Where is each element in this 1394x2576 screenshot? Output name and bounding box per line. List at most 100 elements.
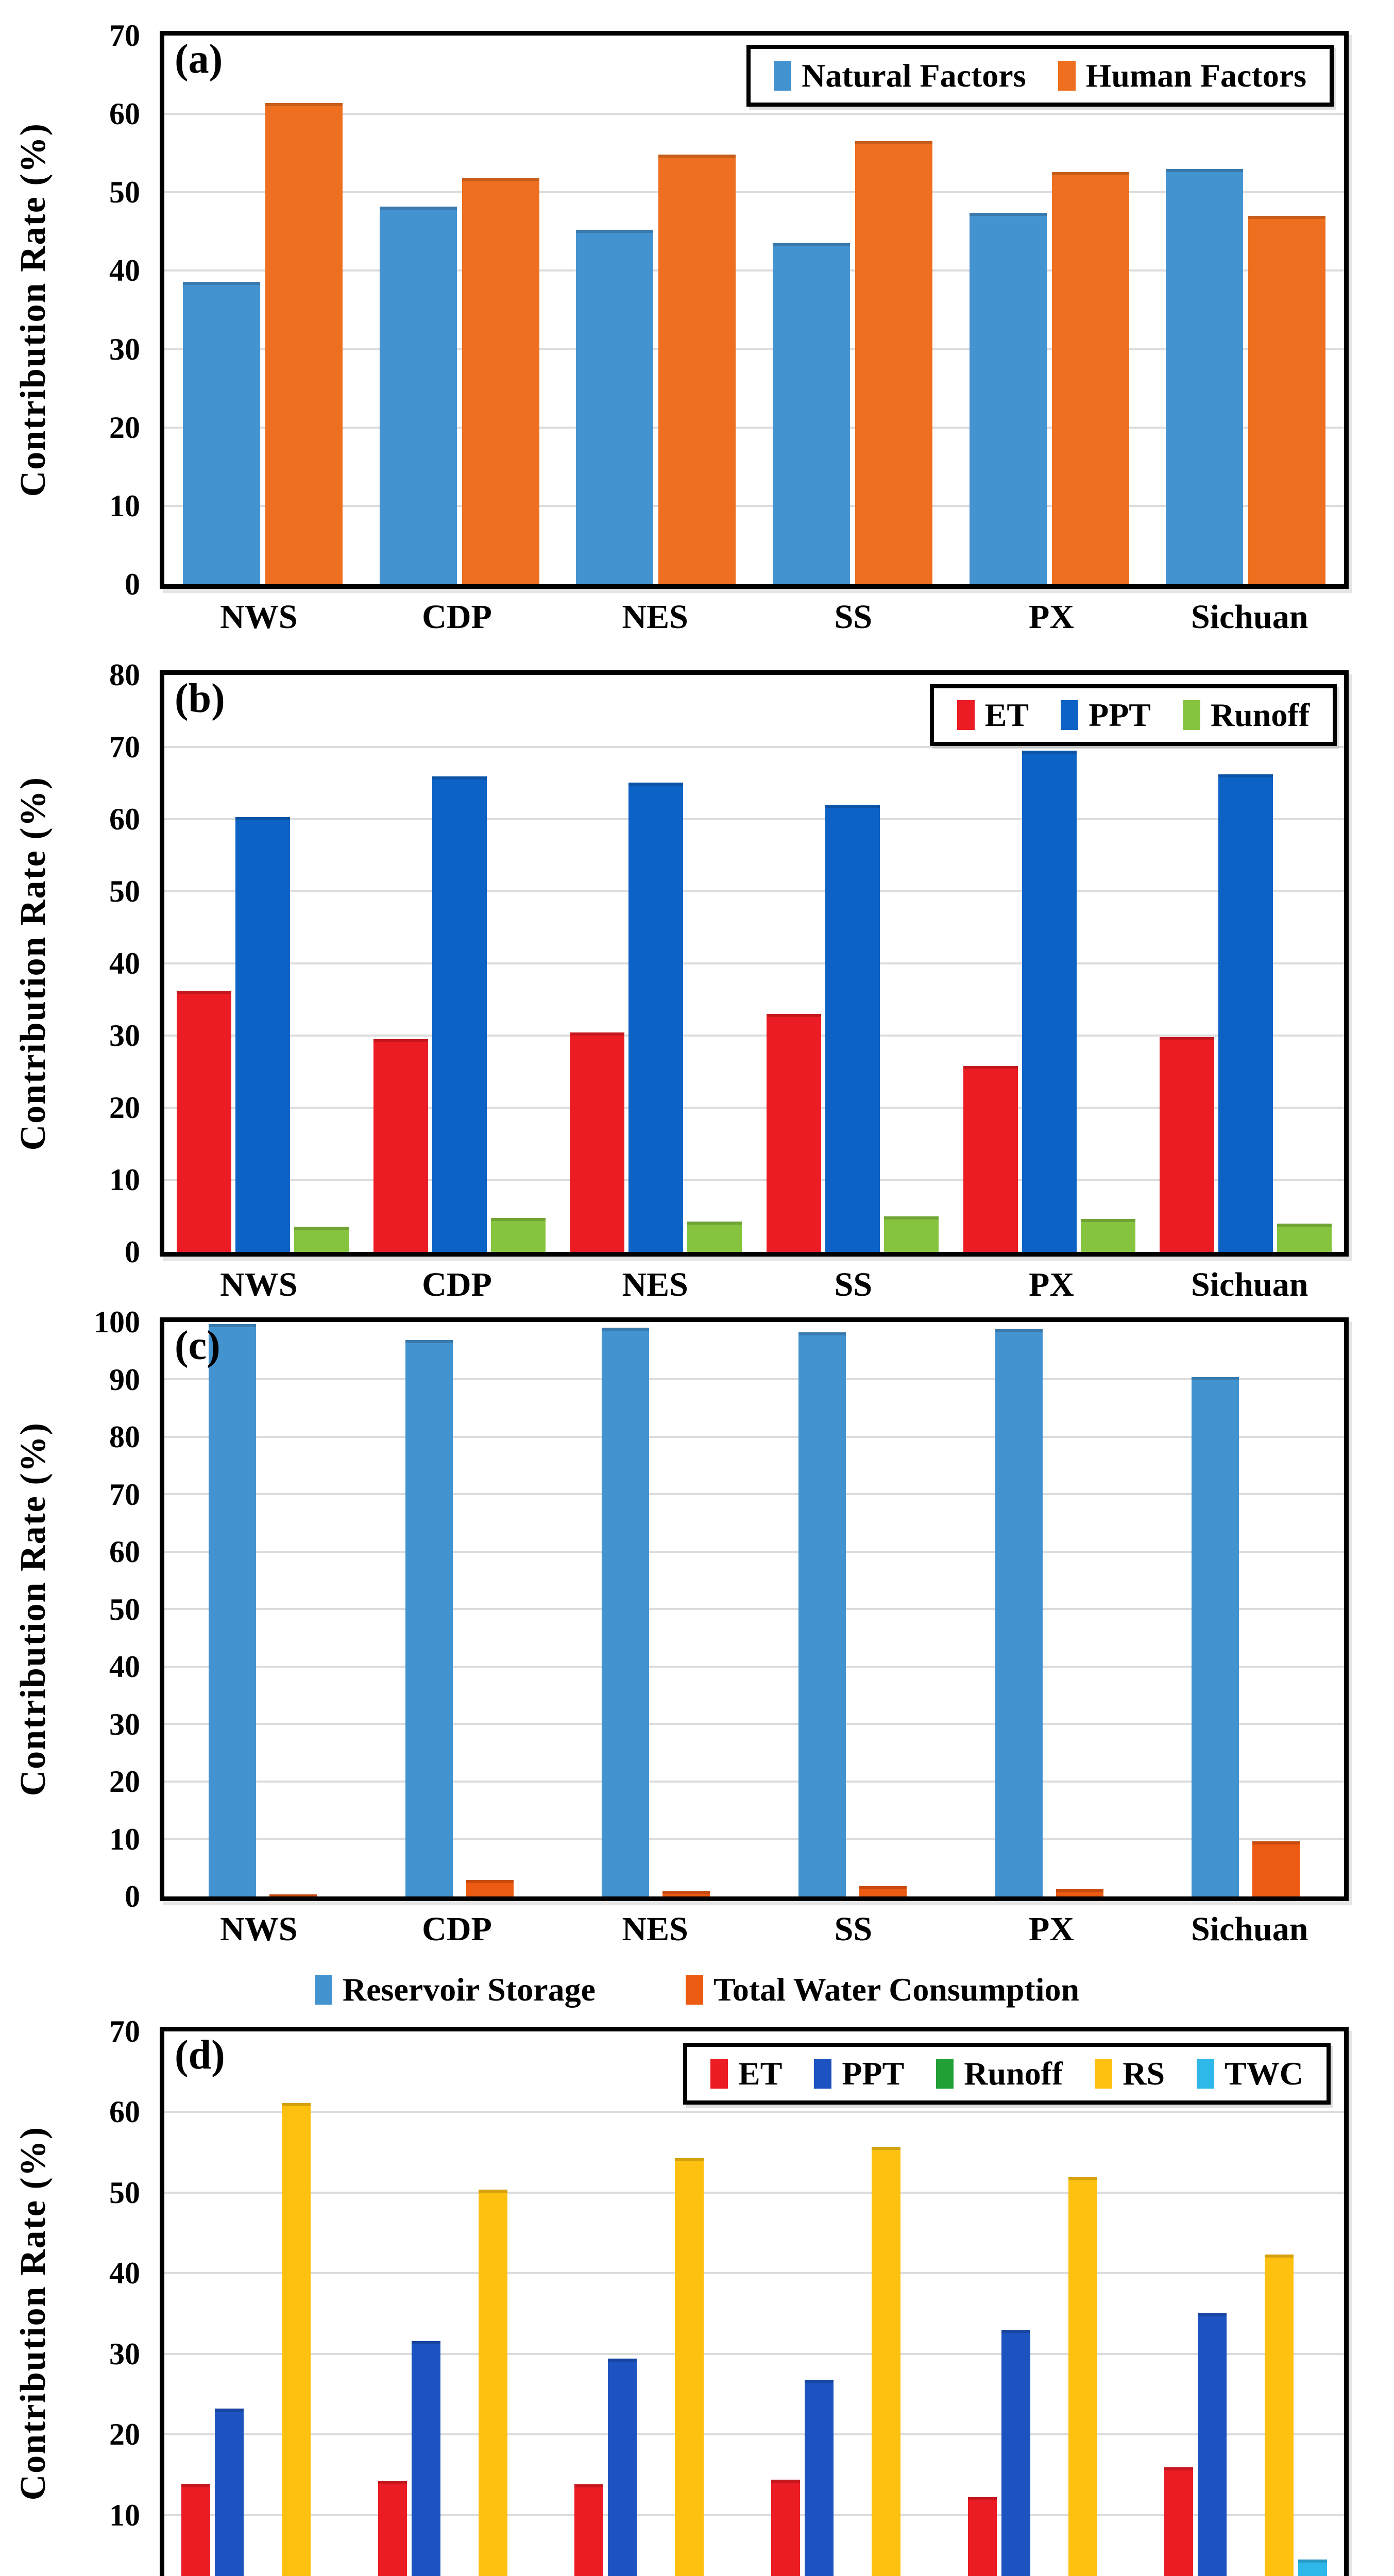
panel-d-ytick-20: 20	[109, 2417, 140, 2452]
panel-a-body: Contribution Rate (%) 0 10 20 30 40 50 60 70 (a…	[0, 20, 1394, 600]
bar-group-CDP	[361, 675, 558, 1252]
panel-c-yaxis-title: Contribution Rate (%)	[13, 1422, 53, 1797]
bar-natural-factors-ss	[772, 243, 850, 584]
legend-label: ET	[738, 2055, 783, 2092]
panel-c-yaxis-title-column: Contribution Rate (%)	[0, 1317, 67, 1901]
legend-item-rs: RS	[1095, 2057, 1165, 2090]
panel-a-ytick-20: 20	[109, 410, 140, 445]
xlabel-px: PX	[1029, 1910, 1075, 1948]
bar-ppt-nes	[628, 783, 684, 1252]
legend-swatch-ppt	[1061, 700, 1079, 730]
gridline-60	[164, 1551, 1344, 1553]
legend-swatch-twc	[1197, 2059, 1215, 2089]
bar-et-ss	[771, 2480, 800, 2576]
bar-ppt-cdp	[411, 2341, 440, 2576]
legend-label: Reservoir Storage	[342, 1971, 596, 2008]
gridline-20	[164, 2433, 1344, 2435]
xlabel-nes: NES	[622, 598, 688, 636]
bar-human-factors-cdp	[462, 178, 539, 584]
gridline-30	[164, 2353, 1344, 2355]
xlabel-nws: NWS	[220, 598, 298, 636]
bar-group-PX	[951, 2031, 1148, 2576]
legend-item-human-factors: Human Factors	[1058, 59, 1306, 92]
panel-c-yticks: 0 10 20 30 40 50 60 70 80 90 100	[67, 1307, 160, 1912]
panel-a-plot-wrap: (a) Natural Factors Human Factors	[160, 31, 1349, 589]
panel-c-plot-area: (c)	[160, 1317, 1349, 1901]
xlabel-cdp: CDP	[422, 598, 492, 636]
legend-label: Human Factors	[1085, 57, 1306, 94]
legend-swatch-reservoir-storage	[314, 1975, 332, 2005]
bar-group-CDP	[361, 36, 558, 584]
bar-human-factors-nws	[265, 103, 343, 584]
bar-et-sichuan	[1160, 1037, 1215, 1252]
bar-et-nws	[181, 2484, 210, 2576]
panel-a-ytick-30: 30	[109, 332, 140, 366]
gridline-10	[164, 1179, 1344, 1181]
gridline-60	[164, 2111, 1344, 2113]
xlabel-nws: NWS	[220, 1266, 298, 1303]
bar-runoff-cdp	[490, 1218, 546, 1252]
gridline-40	[164, 1666, 1344, 1668]
panel-d-tag: (d)	[175, 2032, 225, 2078]
bar-runoff-nws	[294, 1227, 349, 1252]
bar-group-SS	[754, 36, 951, 584]
panel-b-plot-area: (b) ET PPT Runoff	[160, 670, 1349, 1257]
panel-a-plot-area: (a) Natural Factors Human Factors	[160, 31, 1349, 589]
panel-c-legend: Reservoir Storage Total Water Consumption	[0, 1973, 1394, 2006]
xlabel-sichuan: Sichuan	[1191, 598, 1308, 636]
xlabel-px: PX	[1029, 598, 1075, 636]
panel-b-body: Contribution Rate (%) 0 10 20 30 40 50 60 70 80 …	[0, 659, 1394, 1267]
panel-b-ytick-20: 20	[109, 1091, 140, 1125]
legend-item-ppt: PPT	[1061, 699, 1151, 732]
gridline-50	[164, 890, 1344, 892]
bar-group-PX	[951, 36, 1148, 584]
panel-b-ytick-10: 10	[109, 1163, 140, 1197]
legend-item-et: ET	[957, 699, 1029, 732]
xlabel-sichuan: Sichuan	[1191, 1266, 1308, 1303]
legend-item-runoff: Runoff	[936, 2057, 1063, 2090]
bar-group-NWS	[164, 2031, 361, 2576]
xlabel-cdp: CDP	[422, 1910, 492, 1948]
gridline-40	[164, 269, 1344, 272]
bar-et-nws	[176, 991, 231, 1252]
panel-d-ytick-60: 60	[109, 2095, 140, 2129]
xlabel-nes: NES	[622, 1266, 688, 1303]
bar-ppt-ss	[804, 2380, 834, 2576]
panel-b-plot-wrap: (b) ET PPT Runoff	[160, 670, 1349, 1257]
bar-ppt-nes	[608, 2359, 637, 2576]
bar-group-SS	[754, 1322, 951, 1896]
legend-swatch-human-factors	[1058, 61, 1076, 91]
gridline-60	[164, 113, 1344, 115]
bar-total-water-consumption-sichuan	[1252, 1841, 1300, 1896]
panel-d-ytick-30: 30	[109, 2336, 140, 2371]
bar-rs-nws	[281, 2103, 311, 2576]
bar-human-factors-nes	[658, 155, 736, 584]
bar-et-ss	[766, 1014, 821, 1252]
panel-b-ytick-80: 80	[109, 658, 140, 692]
gridline-40	[164, 2272, 1344, 2274]
bar-group-NWS	[164, 36, 361, 584]
bar-reservoir-storage-sichuan	[1192, 1377, 1239, 1896]
gridline-40	[164, 962, 1344, 964]
panel-b-ytick-40: 40	[109, 946, 140, 980]
legend-item-twc: TWC	[1197, 2057, 1303, 2090]
panel-b-yaxis-title: Contribution Rate (%)	[13, 776, 53, 1151]
panel-d-ytick-50: 50	[109, 2175, 140, 2210]
xlabel-sichuan: Sichuan	[1191, 1910, 1308, 1948]
panel-c-ytick-10: 10	[109, 1822, 140, 1856]
panel-c-body: Contribution Rate (%) 0 10 20 30 40 50 60 70 80 9…	[0, 1307, 1394, 1912]
panel-a: Contribution Rate (%) 0 10 20 30 40 50 60 70 (a…	[0, 0, 1394, 634]
legend-label: Total Water Consumption	[713, 1971, 1080, 2008]
gridline-60	[164, 818, 1344, 820]
gridline-10	[164, 505, 1344, 507]
panel-b-yticks: 0 10 20 30 40 50 60 70 80	[67, 659, 160, 1267]
bar-total-water-consumption-cdp	[466, 1880, 514, 1896]
panel-b-ytick-50: 50	[109, 874, 140, 908]
panel-c-ytick-40: 40	[109, 1650, 140, 1684]
panel-b-legend: ET PPT Runoff	[929, 684, 1337, 746]
bar-group-NES	[557, 36, 754, 584]
legend-item-total-water-consumption: Total Water Consumption	[686, 1973, 1079, 2006]
bar-reservoir-storage-ss	[798, 1332, 846, 1896]
